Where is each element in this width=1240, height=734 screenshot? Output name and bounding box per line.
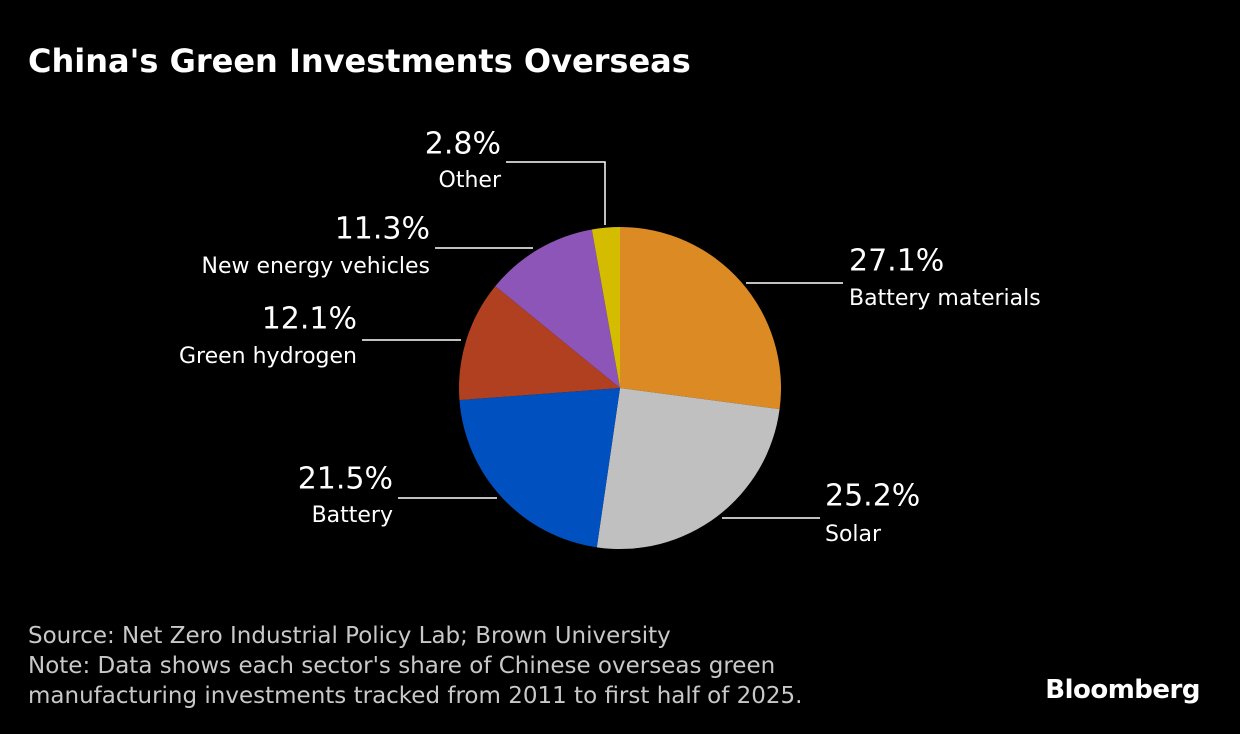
brand: Bloomberg <box>1045 675 1200 705</box>
category-label: Solar <box>825 522 882 547</box>
value-label: 27.1% <box>849 244 944 279</box>
value-label: 12.1% <box>262 302 357 337</box>
pie-slice <box>459 286 620 401</box>
pie-slice <box>459 388 620 548</box>
category-label: Battery materials <box>849 286 1041 311</box>
value-label: 25.2% <box>825 479 920 514</box>
category-label: Other <box>439 168 502 193</box>
note-line: manufacturing investments tracked from 2… <box>28 683 803 709</box>
category-label: New energy vehicles <box>202 254 430 279</box>
note-line: Note: Data shows each sector's share of … <box>28 653 775 679</box>
pie-slice <box>596 388 780 549</box>
category-label: Green hydrogen <box>179 344 357 369</box>
pie-slice <box>620 227 781 410</box>
pie-slice <box>591 227 620 388</box>
category-label: Battery <box>312 503 393 528</box>
value-label: 11.3% <box>335 212 430 247</box>
value-label: 2.8% <box>425 127 501 162</box>
chart-title: China's Green Investments Overseas <box>28 42 691 80</box>
pie-slice <box>495 229 620 388</box>
source: Source: Net Zero Industrial Policy Lab; … <box>28 623 671 649</box>
value-label: 21.5% <box>298 462 393 497</box>
leader-line <box>506 161 606 225</box>
